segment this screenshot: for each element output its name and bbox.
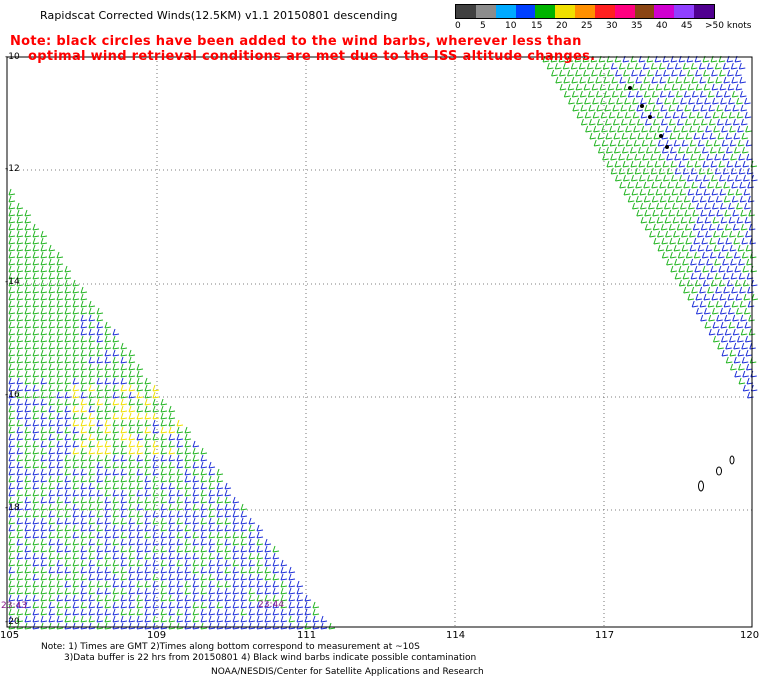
scale-label: 10 [505, 21, 517, 31]
scale-swatch [654, 5, 675, 18]
scale-label: >50 knots [705, 21, 752, 31]
lon-label-117: 117 [595, 630, 615, 641]
island [716, 466, 722, 476]
scale-swatch [575, 5, 595, 18]
color-scale-swatches [455, 4, 715, 19]
time-label-east: 23:44 [258, 600, 284, 610]
scale-swatch [475, 5, 496, 18]
scale-label: 35 [631, 21, 643, 31]
footnote-line2: 3)Data buffer is 22 hrs from 20150801 4)… [64, 653, 477, 663]
island [698, 480, 704, 492]
color-scale-labels: 0 5 10 15 20 25 30 35 40 45 >50 knots [455, 21, 760, 33]
scale-swatch [694, 5, 714, 18]
island [729, 455, 735, 465]
lon-label-105: 105 [0, 630, 20, 641]
scale-label: 5 [480, 21, 486, 31]
lat-lon-grid [7, 57, 752, 627]
wind-swath-west [8, 188, 336, 630]
time-label-west: 23:43 [1, 601, 27, 611]
lat-label-20: -20 [5, 617, 20, 627]
footnote-line1: Note: 1) Times are GMT 2)Times along bot… [41, 642, 420, 652]
scale-label: 30 [606, 21, 618, 31]
footnote-credit: NOAA/NESDIS/Center for Satellite Applica… [211, 667, 484, 677]
scale-swatch [495, 5, 516, 18]
lat-label-14: -14 [5, 277, 20, 287]
scale-swatch [634, 5, 655, 18]
scale-swatch [535, 5, 556, 18]
scale-label: 40 [656, 21, 668, 31]
scale-swatch [674, 5, 695, 18]
scale-swatch [515, 5, 536, 18]
islands [698, 455, 735, 492]
lat-label-18: -18 [5, 503, 20, 513]
lon-label-120: 120 [740, 630, 760, 641]
scale-swatch [614, 5, 635, 18]
contamination-note-line2: optimal wind retrieval conditions are me… [28, 49, 596, 64]
scale-label: 45 [681, 21, 693, 31]
map-title: Rapidscat Corrected Winds(12.5KM) v1.1 2… [40, 9, 398, 22]
lon-label-114: 114 [446, 630, 466, 641]
scale-swatch [555, 5, 576, 18]
wind-speed-color-scale: 0 5 10 15 20 25 30 35 40 45 >50 knots [455, 4, 760, 33]
scale-label: 25 [581, 21, 593, 31]
map-frame [6, 56, 753, 628]
lat-label-16: -16 [5, 390, 20, 400]
contamination-note-line1: Note: black circles have been added to t… [10, 34, 582, 49]
wind-swath-east [542, 55, 758, 399]
lon-label-109: 109 [147, 630, 167, 641]
lon-label-111: 111 [297, 630, 317, 641]
scale-swatch [594, 5, 615, 18]
lat-label-10: -10 [5, 52, 20, 62]
scale-swatch [456, 5, 476, 18]
scale-label: 15 [531, 21, 543, 31]
scale-label: 20 [556, 21, 568, 31]
lat-label-12: -12 [5, 164, 20, 174]
scale-label: 0 [455, 21, 461, 31]
